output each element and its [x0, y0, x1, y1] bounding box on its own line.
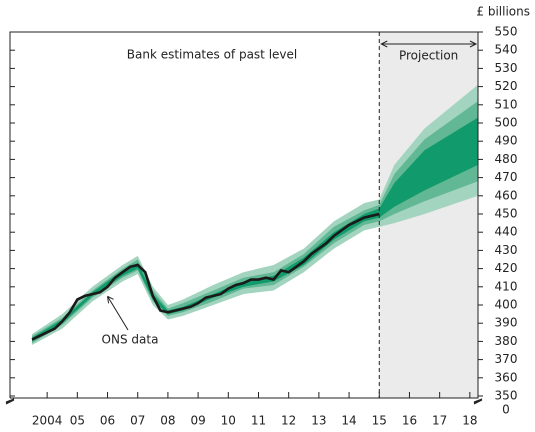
x-tick-label: 13 [311, 414, 326, 428]
x-tick-label: 15 [372, 414, 387, 428]
axis-break [473, 398, 483, 405]
x-tick-label: 16 [402, 414, 417, 428]
x-tick-label: 10 [221, 414, 236, 428]
y-tick-label: 400 [495, 298, 518, 312]
y-tick-label: 500 [495, 116, 518, 130]
axis-break-label: 0 [502, 403, 510, 417]
unit-label: £ billions [476, 5, 530, 19]
y-tick-label: 520 [495, 79, 518, 93]
y-tick-label: 380 [495, 334, 518, 348]
annotation-arrow [107, 295, 129, 331]
y-tick-label: 420 [495, 261, 518, 275]
y-tick-label: 530 [495, 61, 518, 75]
y-tick-label: 360 [495, 370, 518, 384]
y-tick-label: 440 [495, 225, 518, 239]
y-tick-label: 450 [495, 207, 518, 221]
projection-label: Projection [399, 49, 458, 63]
y-tick-label: 390 [495, 316, 518, 330]
y-tick-label: 550 [495, 25, 518, 39]
y-tick-label: 430 [495, 243, 518, 257]
y-tick-label: 480 [495, 152, 518, 166]
x-tick-label: 14 [341, 414, 356, 428]
x-tick-label: 17 [432, 414, 447, 428]
x-tick-label: 06 [100, 414, 115, 428]
x-tick-label: 08 [160, 414, 175, 428]
x-tick-label: 07 [130, 414, 145, 428]
past-label: Bank estimates of past level [127, 48, 297, 62]
x-tick-label: 18 [462, 414, 477, 428]
x-tick-label: 2004 [32, 414, 63, 428]
x-tick-label: 11 [251, 414, 266, 428]
axis-break [5, 398, 15, 405]
x-tick-label: 09 [190, 414, 205, 428]
y-tick-label: 350 [495, 389, 518, 403]
x-tick-label: 12 [281, 414, 296, 428]
y-tick-label: 410 [495, 279, 518, 293]
projection-arrow [380, 40, 478, 48]
data-line [31, 212, 380, 341]
x-tick-label: 05 [70, 414, 85, 428]
y-tick-label: 510 [495, 97, 518, 111]
y-tick-label: 470 [495, 170, 518, 184]
y-tick-label: 540 [495, 43, 518, 57]
y-tick-label: 460 [495, 188, 518, 202]
y-tick-label: 370 [495, 352, 518, 366]
y-tick-label: 490 [495, 134, 518, 148]
annotation: ONS data [102, 333, 159, 347]
